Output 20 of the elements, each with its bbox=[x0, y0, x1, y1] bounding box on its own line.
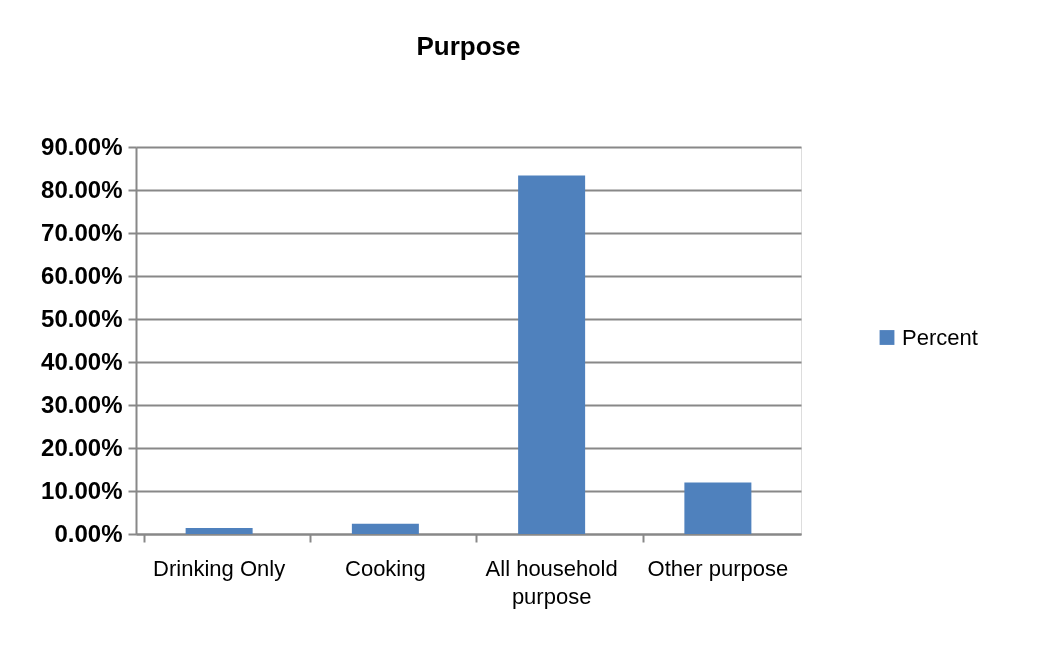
bar bbox=[185, 527, 253, 534]
y-tick-label: 0.00% bbox=[54, 519, 123, 547]
x-tick-label: All household purpose bbox=[485, 555, 618, 609]
y-tick-label: 10.00% bbox=[41, 476, 123, 504]
chart-title: Purpose bbox=[416, 31, 521, 61]
y-tick-label: 70.00% bbox=[41, 218, 123, 246]
bar bbox=[518, 175, 586, 534]
bar bbox=[351, 523, 419, 534]
x-tick-label: Other purpose bbox=[647, 555, 789, 581]
y-tick-label: 40.00% bbox=[41, 347, 123, 375]
legend-label: Percent bbox=[902, 324, 978, 350]
y-tick-label: 20.00% bbox=[41, 433, 123, 461]
x-tick-label: Drinking Only bbox=[153, 555, 286, 581]
y-tick-label: 50.00% bbox=[41, 304, 123, 332]
y-tick-label: 60.00% bbox=[41, 261, 123, 289]
y-tick-label: 30.00% bbox=[41, 390, 123, 418]
y-tick-label: 90.00% bbox=[41, 132, 123, 160]
bar bbox=[684, 482, 752, 534]
y-tick-label: 80.00% bbox=[41, 175, 123, 203]
x-tick-label: Cooking bbox=[345, 555, 426, 581]
